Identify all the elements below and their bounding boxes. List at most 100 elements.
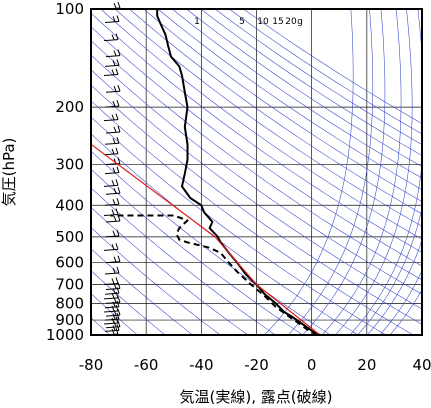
wind-barb-staff: [105, 55, 121, 58]
wind-barb-flag: [117, 1, 121, 9]
wind-barb-flag: [116, 300, 120, 307]
wind-barb: [103, 208, 119, 217]
wind-barb-flag: [115, 316, 119, 324]
y-tick-label: 100: [55, 0, 84, 18]
mixing-ratio-lines: [264, 9, 422, 335]
mixing-ratio-label: 10: [257, 17, 269, 27]
mixing-ratio-line: [334, 9, 413, 335]
wind-barb-flag: [115, 291, 119, 299]
wind-barb-flag: [116, 324, 120, 331]
dry-adiabat: [91, 26, 422, 267]
wind-barb-flag: [117, 282, 121, 289]
wind-barb-flag: [116, 312, 120, 320]
wind-barb-flag: [111, 317, 115, 324]
wind-barb-flag: [112, 138, 116, 144]
dry-adiabat: [91, 84, 422, 325]
dry-adiabat: [129, 9, 422, 215]
wind-barb-flag: [111, 34, 115, 40]
wind-barb-flag: [113, 256, 117, 262]
wind-barb: [103, 147, 119, 156]
wind-barb: [103, 243, 119, 251]
wind-barb: [105, 187, 121, 195]
y-tick-label: 800: [55, 294, 84, 312]
wind-barb-flag: [115, 208, 119, 215]
wind-barb: [103, 33, 119, 42]
dry-adiabat: [91, 168, 304, 335]
wind-barb: [104, 312, 120, 321]
wind-barb: [105, 1, 121, 10]
mixing-ratio-line: [302, 9, 386, 335]
wind-barb-staff: [104, 306, 120, 309]
wind-barb-staff: [104, 318, 120, 321]
x-tick-label: 0: [307, 356, 317, 374]
wind-barb-flag: [115, 304, 119, 312]
wind-barb: [103, 291, 119, 300]
wind-barb-flag: [116, 266, 120, 274]
y-axis-label: 気圧(hPa): [0, 138, 18, 207]
wind-barb: [103, 316, 119, 325]
dry-adiabat: [91, 69, 422, 310]
dry-adiabat: [91, 133, 359, 335]
y-tick-label: 700: [55, 276, 84, 294]
wind-barb-flag: [111, 180, 115, 186]
dry-adiabat: [91, 40, 422, 281]
wind-barb: [104, 229, 120, 238]
y-tick-label: 900: [55, 311, 84, 329]
x-tick-label: -20: [244, 356, 269, 374]
wind-barb-staff: [103, 283, 119, 286]
dry-adiabat: [91, 227, 221, 335]
wind-barb-flag: [115, 68, 119, 75]
wind-barb: [105, 49, 121, 58]
dry-adiabat: [91, 206, 248, 335]
dry-adiabat: [214, 9, 422, 145]
wind-barb-staff: [104, 64, 120, 67]
wind-barb-flag: [117, 157, 121, 164]
wind-barb-staff: [104, 20, 120, 23]
wind-barb-flag: [113, 50, 117, 56]
wind-barb-flag: [112, 313, 116, 320]
dry-adiabat: [229, 9, 422, 135]
mixing-ratio-line: [321, 9, 402, 335]
wind-barb: [103, 68, 119, 77]
wind-barb-staff: [105, 90, 121, 93]
mixing-ratio-label: g: [297, 17, 303, 27]
dry-adiabat: [100, 9, 422, 240]
wind-barb: [104, 198, 120, 206]
wind-barb: [103, 113, 119, 122]
wind-barb-flag: [117, 85, 121, 92]
wind-barb-flag: [111, 69, 115, 75]
wind-barb-flag: [113, 215, 117, 222]
mixing-ratio-line: [379, 269, 422, 335]
wind-barb-flag: [117, 49, 121, 56]
wind-barb: [104, 59, 120, 67]
wind-barb-flag: [113, 86, 117, 92]
temperature-line: [156, 9, 321, 335]
wind-barb-staff: [104, 172, 120, 175]
mixing-ratio-line: [366, 239, 422, 335]
mixing-ratio-line: [389, 288, 422, 335]
wind-barb-flag: [111, 148, 115, 154]
dry-adiabat: [200, 9, 422, 156]
y-tick-label: 200: [55, 98, 84, 116]
dry-adiabat: [143, 9, 422, 202]
wind-barb: [103, 304, 119, 313]
x-tick-label: 40: [412, 356, 431, 374]
dry-adiabat: [91, 116, 386, 335]
x-tick-label: -60: [134, 356, 159, 374]
wind-barb-flag: [117, 320, 121, 327]
wind-barb-staff: [105, 326, 121, 329]
dry-adiabat: [172, 9, 422, 179]
wind-barb: [104, 166, 120, 175]
wind-barb-flag: [112, 325, 116, 331]
x-axis-label: 気温(実線), 露点(破線): [180, 388, 333, 406]
wind-barb-staff: [103, 322, 119, 325]
wind-barb-staff: [105, 192, 121, 195]
x-axis-ticks: -80 -60 -40 -20 0 20 40: [79, 356, 431, 374]
dry-adiabat: [91, 293, 138, 335]
wind-barb: [103, 277, 119, 286]
dry-adiabat: [91, 248, 193, 335]
wind-barb-staff: [105, 287, 121, 290]
wind-barb-flag: [117, 255, 121, 262]
wind-barb: [104, 99, 120, 108]
